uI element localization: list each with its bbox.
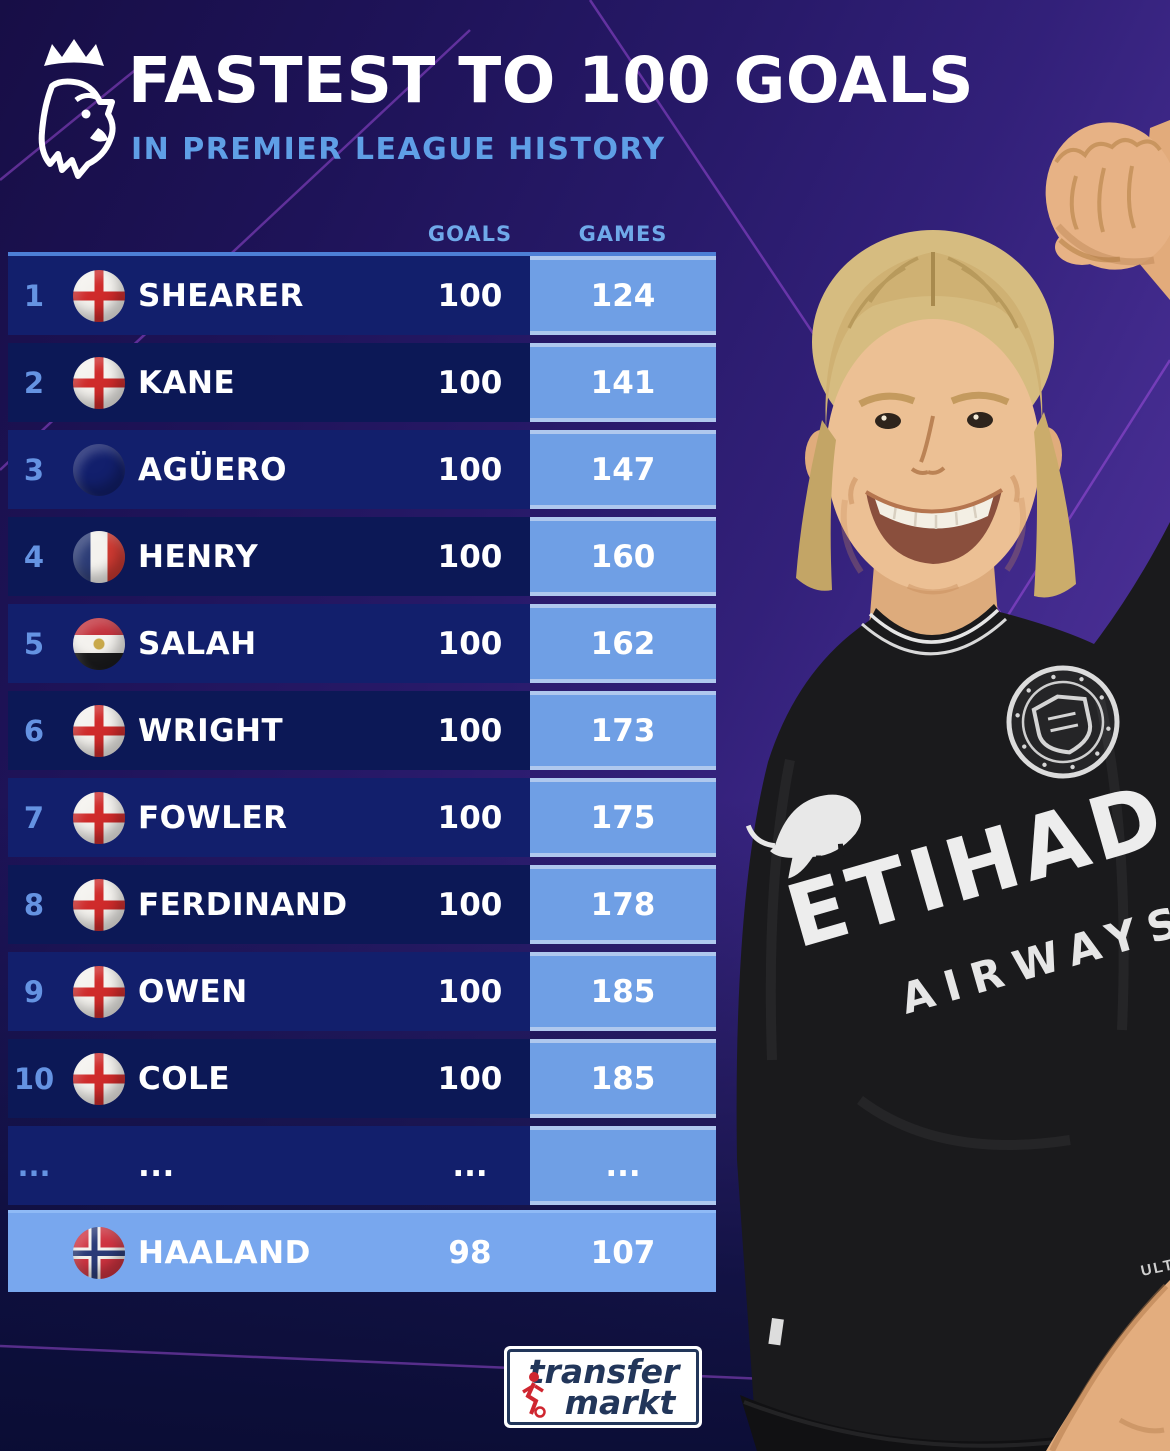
player-name: ... bbox=[138, 1147, 175, 1184]
table-row: 9 OWEN 100 185 bbox=[8, 952, 716, 1031]
player-flag-icon bbox=[73, 1226, 125, 1279]
manchester-city-badge-icon bbox=[1006, 665, 1120, 779]
table-row: HAALAND 98 107 bbox=[8, 1213, 716, 1292]
player-flag-icon bbox=[73, 878, 125, 931]
table-row: 8 FERDINAND 100 178 bbox=[8, 865, 716, 944]
table-row: 6 WRIGHT 100 173 bbox=[8, 691, 716, 770]
table-rows: 1 SHEARER 100 124 2 KANE 100 141 3 AGÜER… bbox=[8, 256, 716, 1292]
goals-value: 100 bbox=[437, 451, 503, 488]
player-name: WRIGHT bbox=[138, 712, 284, 749]
games-value-cell: 175 bbox=[530, 778, 716, 857]
transfermarkt-word-bottom: markt bbox=[564, 1383, 676, 1422]
page-title: FASTEST TO 100 GOALS bbox=[128, 44, 974, 117]
goals-value: 100 bbox=[437, 799, 503, 836]
table-row: 1 SHEARER 100 124 bbox=[8, 256, 716, 335]
games-value-cell: 147 bbox=[530, 430, 716, 509]
table-row: 2 KANE 100 141 bbox=[8, 343, 716, 422]
player-name: FERDINAND bbox=[138, 886, 348, 923]
raised-fist bbox=[1045, 120, 1170, 300]
table-row: 3 AGÜERO 100 147 bbox=[8, 430, 716, 509]
player-flag-icon bbox=[73, 1052, 125, 1105]
rank-label: 1 bbox=[23, 278, 45, 313]
table-row: 10 COLE 100 185 bbox=[8, 1039, 716, 1118]
rank-label: 4 bbox=[23, 539, 45, 574]
face-features bbox=[848, 391, 1020, 595]
player-name: COLE bbox=[138, 1060, 231, 1097]
games-value-cell: 185 bbox=[530, 1039, 716, 1118]
player-flag-icon bbox=[73, 530, 125, 583]
games-value-cell: 173 bbox=[530, 691, 716, 770]
goals-value: 100 bbox=[437, 625, 503, 662]
games-value-cell: 141 bbox=[530, 343, 716, 422]
rank-label: 3 bbox=[23, 452, 45, 487]
puma-logo-icon bbox=[745, 794, 862, 879]
player-flag-icon bbox=[73, 269, 125, 322]
goals-value: 100 bbox=[437, 277, 503, 314]
table-row: 5 SALAH 100 162 bbox=[8, 604, 716, 683]
games-column-header: GAMES bbox=[578, 222, 668, 246]
games-value-cell: 107 bbox=[590, 1234, 656, 1271]
goals-value: 100 bbox=[437, 1060, 503, 1097]
player-name: SHEARER bbox=[138, 277, 304, 314]
player-name: HENRY bbox=[138, 538, 259, 575]
games-value-cell: ... bbox=[530, 1126, 716, 1205]
player-name: OWEN bbox=[138, 973, 248, 1010]
player-flag-icon bbox=[73, 704, 125, 757]
table-row: ... ... ... ... bbox=[8, 1126, 716, 1205]
forearm bbox=[1046, 1280, 1170, 1451]
games-value-cell: 162 bbox=[530, 604, 716, 683]
rank-label: 6 bbox=[23, 713, 45, 748]
hair bbox=[796, 252, 1076, 598]
games-value-cell: 178 bbox=[530, 865, 716, 944]
goals-value: 100 bbox=[437, 712, 503, 749]
games-value-cell: 160 bbox=[530, 517, 716, 596]
player-name: SALAH bbox=[138, 625, 257, 662]
table-row: 7 FOWLER 100 175 bbox=[8, 778, 716, 857]
rank-label: 5 bbox=[23, 626, 45, 661]
rank-label: 9 bbox=[23, 974, 45, 1009]
goals-value: 100 bbox=[437, 973, 503, 1010]
rank-label: 8 bbox=[23, 887, 45, 922]
table-row: 4 HENRY 100 160 bbox=[8, 517, 716, 596]
column-header-spacer bbox=[8, 222, 410, 246]
player-flag-icon bbox=[73, 444, 125, 496]
column-headers: GOALS GAMES bbox=[8, 222, 716, 246]
rank-label: 10 bbox=[13, 1061, 55, 1096]
player-flag-icon bbox=[73, 617, 125, 670]
goals-column-header: GOALS bbox=[427, 222, 513, 246]
player-flag-icon bbox=[73, 356, 125, 409]
shirt-hem-tag bbox=[768, 1318, 784, 1346]
player-flag-icon bbox=[73, 791, 125, 844]
page-subtitle: IN PREMIER LEAGUE HISTORY bbox=[131, 132, 666, 167]
goals-value: 100 bbox=[437, 886, 503, 923]
player-flag-icon bbox=[73, 965, 125, 1018]
transfermarkt-logo-inner: transfer markt bbox=[507, 1349, 699, 1425]
player-name: KANE bbox=[138, 364, 236, 401]
player-name: AGÜERO bbox=[138, 451, 288, 488]
rank-label: 7 bbox=[23, 800, 45, 835]
premier-league-lion-icon bbox=[38, 39, 116, 179]
transfermarkt-word-top: transfer bbox=[528, 1351, 680, 1391]
games-value-cell: 124 bbox=[530, 256, 716, 335]
rank-label: ... bbox=[17, 1148, 51, 1183]
goals-value: ... bbox=[452, 1147, 488, 1184]
transfermarkt-logo: transfer markt bbox=[504, 1346, 702, 1428]
goals-value: 100 bbox=[437, 538, 503, 575]
goals-value: 98 bbox=[448, 1234, 492, 1271]
rank-label: 2 bbox=[23, 365, 45, 400]
games-value-cell: 185 bbox=[530, 952, 716, 1031]
transfermarkt-player-icon bbox=[522, 1372, 546, 1418]
goals-value: 100 bbox=[437, 364, 503, 401]
haaland-photo: ETIHAD AIRWAYS ULTR bbox=[736, 120, 1170, 1451]
player-name: HAALAND bbox=[138, 1234, 311, 1271]
player-name: FOWLER bbox=[138, 799, 288, 836]
